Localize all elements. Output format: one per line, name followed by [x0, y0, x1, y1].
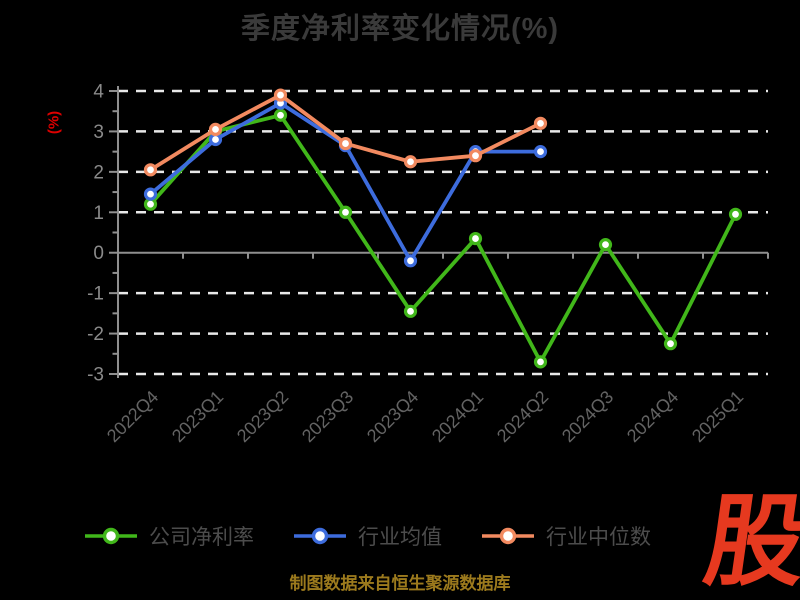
x-tick-label: 2024Q1 [428, 387, 487, 446]
footer-caption: 制图数据来自恒生聚源数据库 [289, 574, 511, 593]
series-line-1 [148, 101, 543, 263]
x-tick-label: 2023Q4 [363, 387, 422, 446]
data-point[interactable] [273, 108, 288, 122]
series-line-0 [148, 113, 738, 364]
data-point[interactable] [403, 155, 418, 169]
data-point[interactable] [338, 136, 353, 151]
legend-marker-icon [85, 527, 137, 545]
legend-item-2[interactable]: 行业中位数 [482, 521, 651, 551]
x-tick-label: 2022Q4 [103, 387, 162, 446]
y-tick-label: 3 [93, 122, 104, 143]
x-tick-label: 2025Q1 [688, 387, 747, 446]
data-point[interactable] [143, 163, 158, 177]
x-tick-label: 2023Q2 [233, 387, 292, 446]
y-tick-label: -3 [87, 365, 104, 386]
data-point[interactable] [728, 207, 743, 221]
y-tick-label: 0 [93, 243, 104, 264]
x-tick-label: 2024Q4 [623, 387, 682, 446]
legend-item-1[interactable]: 行业均值 [294, 521, 442, 551]
chart-title: 季度净利率变化情况(%) [240, 13, 560, 45]
data-point[interactable] [143, 187, 158, 201]
y-tick-label: -1 [87, 284, 104, 305]
legend-label: 公司净利率 [149, 526, 254, 549]
y-tick-label: 2 [93, 162, 104, 183]
legend: 公司净利率 行业均值 行业中位数 [0, 521, 736, 551]
legend-marker-icon [294, 527, 346, 545]
x-tick-label: 2023Q3 [298, 387, 357, 446]
data-point[interactable] [403, 254, 418, 268]
x-tick-label: 2024Q2 [493, 387, 552, 446]
data-point[interactable] [338, 205, 353, 219]
data-point[interactable] [208, 122, 223, 137]
brand-logo: 股 [698, 486, 800, 598]
y-tick-label: 4 [93, 82, 104, 103]
data-point[interactable] [273, 88, 288, 102]
data-point[interactable] [143, 197, 158, 211]
data-point[interactable] [208, 132, 223, 147]
data-point[interactable] [533, 355, 548, 369]
data-point[interactable] [533, 145, 548, 159]
legend-marker-icon [482, 527, 534, 545]
data-point[interactable] [533, 116, 548, 130]
y-tick-label: 1 [93, 203, 104, 224]
data-point[interactable] [663, 337, 678, 351]
data-point[interactable] [598, 238, 613, 252]
legend-label: 行业均值 [358, 526, 442, 549]
y-tick-label: -2 [87, 324, 104, 345]
x-tick-label: 2023Q1 [168, 387, 227, 446]
data-point[interactable] [403, 304, 418, 318]
legend-label: 行业中位数 [546, 526, 651, 549]
data-point[interactable] [468, 231, 483, 246]
x-tick-label: 2024Q3 [558, 387, 617, 446]
data-point[interactable] [468, 149, 483, 163]
legend-item-0[interactable]: 公司净利率 [85, 521, 254, 551]
